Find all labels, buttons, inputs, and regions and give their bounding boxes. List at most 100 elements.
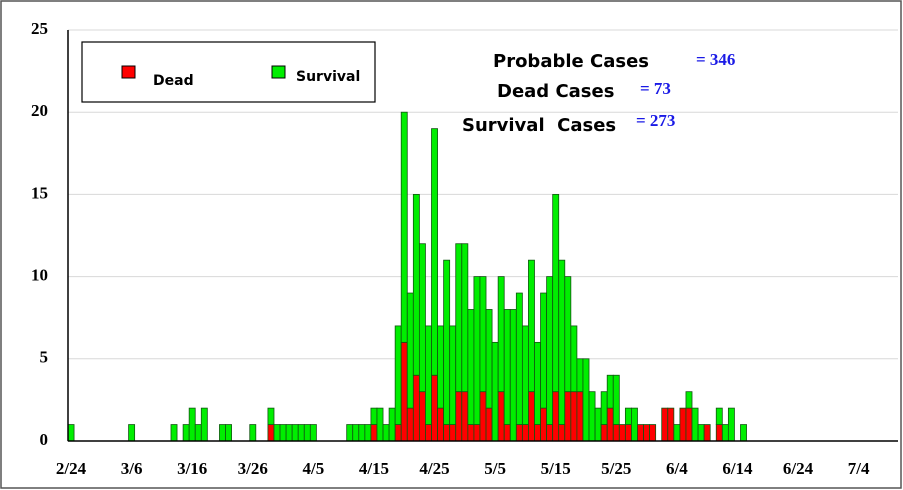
x-tick-label: 3/26	[238, 459, 268, 478]
bar	[540, 292, 548, 409]
bar	[449, 325, 457, 425]
bar	[370, 407, 378, 425]
bar	[473, 276, 481, 425]
bar	[546, 424, 554, 442]
bar	[528, 259, 535, 393]
y-tick-label: 25	[31, 19, 48, 38]
bar	[431, 128, 438, 376]
bar	[515, 424, 523, 442]
bar	[600, 391, 608, 425]
x-tick-label: 3/6	[121, 459, 143, 478]
bar	[727, 407, 735, 442]
x-tick-label: 5/5	[484, 459, 506, 478]
bar	[412, 193, 420, 376]
bar	[382, 424, 390, 442]
legend-label: Dead	[153, 73, 194, 89]
x-tick-label: 6/4	[666, 459, 688, 478]
x-tick-label: 6/14	[722, 459, 753, 478]
bar	[637, 424, 644, 442]
x-tick-label: 7/4	[848, 459, 870, 478]
bar	[352, 424, 360, 442]
legend-label: Survival	[296, 69, 360, 85]
bar	[558, 424, 566, 442]
annotation-value: = 73	[640, 79, 671, 98]
bar	[285, 424, 293, 442]
bar	[503, 309, 511, 425]
bar	[267, 424, 275, 442]
bar	[291, 424, 299, 442]
bar	[473, 424, 481, 442]
x-tick-label: 4/5	[302, 459, 324, 478]
y-tick-label: 20	[31, 101, 48, 120]
x-tick-label: 6/24	[783, 459, 814, 478]
bar	[503, 424, 511, 442]
bar	[649, 424, 657, 442]
bar	[624, 424, 632, 442]
bar	[182, 424, 190, 442]
y-tick-label: 5	[40, 348, 49, 367]
x-tick-label: 3/16	[177, 459, 207, 478]
x-tick-label: 4/15	[359, 459, 389, 478]
bar	[618, 424, 626, 442]
bar	[564, 276, 572, 393]
bar	[406, 292, 414, 409]
bar	[491, 341, 499, 442]
bar	[418, 391, 426, 442]
annotation-value: = 273	[636, 111, 675, 130]
bar	[376, 407, 384, 442]
bar	[679, 407, 687, 442]
bar	[425, 424, 432, 442]
bar	[394, 325, 402, 425]
bar	[388, 407, 396, 442]
bar	[279, 424, 287, 442]
legend-swatch	[121, 65, 136, 79]
bar	[485, 309, 493, 409]
bar	[673, 424, 681, 442]
bar	[624, 407, 632, 425]
bar	[219, 424, 226, 442]
bar	[576, 358, 584, 393]
bar	[67, 424, 75, 442]
y-tick-label: 10	[31, 266, 48, 285]
x-tick-label: 5/15	[541, 459, 571, 478]
y-tick-label: 15	[31, 183, 48, 202]
bar	[715, 424, 723, 442]
bar	[418, 243, 426, 393]
bar	[606, 374, 614, 409]
bar	[594, 407, 602, 442]
bar	[570, 391, 578, 442]
bar	[443, 424, 451, 442]
bar	[606, 407, 614, 442]
bar	[346, 424, 354, 442]
bar	[455, 243, 463, 393]
bar	[558, 259, 566, 425]
bar	[273, 424, 281, 442]
bar	[582, 358, 590, 442]
bar	[461, 243, 469, 393]
bar	[552, 391, 560, 442]
legend-swatch	[271, 65, 286, 79]
bar	[740, 424, 747, 442]
bar	[449, 424, 457, 442]
bar	[643, 424, 651, 442]
bar	[358, 424, 366, 442]
bar	[425, 325, 432, 425]
bar	[170, 424, 178, 442]
bar	[437, 407, 445, 442]
annotation: Probable Cases	[493, 51, 649, 72]
bar	[297, 424, 305, 442]
bar	[715, 407, 723, 425]
bar	[588, 391, 596, 442]
bar	[534, 424, 541, 442]
x-tick-label: 4/25	[419, 459, 449, 478]
bar	[546, 276, 554, 425]
bar	[267, 407, 275, 425]
bar	[431, 374, 438, 442]
bar	[685, 391, 693, 409]
bar	[443, 259, 451, 425]
bar	[370, 424, 378, 442]
bar	[309, 424, 317, 442]
bar	[461, 391, 469, 442]
bar	[576, 391, 584, 442]
